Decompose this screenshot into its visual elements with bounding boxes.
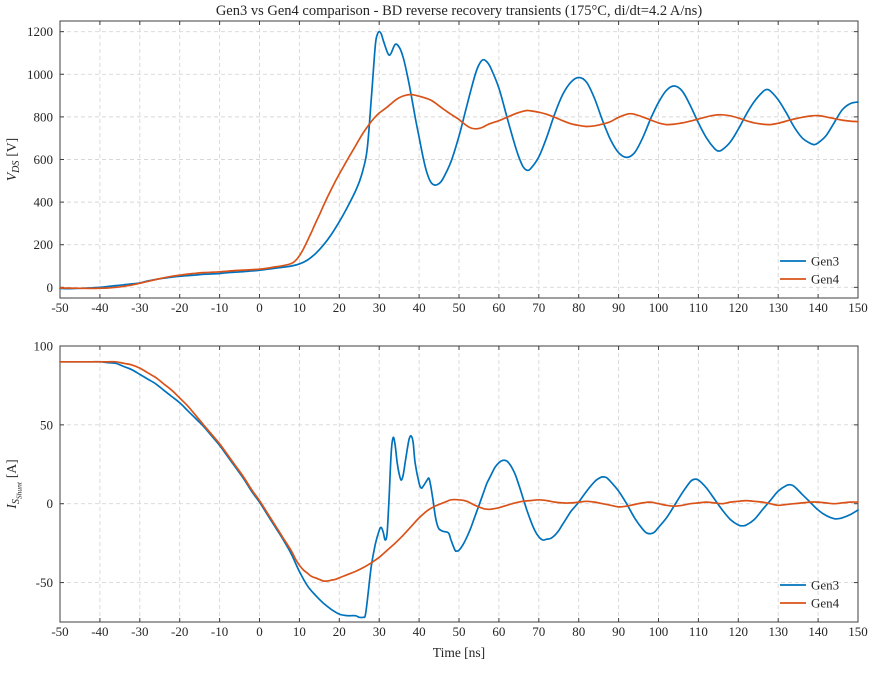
- y-tick-label: 1200: [27, 24, 53, 39]
- time-axis-label: Time [ns]: [433, 645, 485, 660]
- x-tick-label: 30: [373, 300, 386, 315]
- legend: Gen3 Gen4: [780, 578, 840, 611]
- y-tick-label: 100: [34, 339, 54, 354]
- y-tick-label: 200: [34, 237, 54, 252]
- x-tick-label: 110: [689, 624, 708, 639]
- legend-label-gen4: Gen4: [811, 596, 840, 611]
- vds-axis-label: VDS [V]: [4, 138, 22, 181]
- y-tick-label: -50: [36, 575, 53, 590]
- x-tick-label: 120: [729, 300, 749, 315]
- x-tick-label: 150: [848, 300, 868, 315]
- gen4-curve: [59, 360, 859, 583]
- x-tick-label: -20: [171, 300, 188, 315]
- x-tick-label: 10: [293, 300, 306, 315]
- x-tick-label: -50: [51, 624, 68, 639]
- x-tick-label: -30: [131, 624, 148, 639]
- x-tick-label: 0: [256, 624, 263, 639]
- x-tick-label: -30: [131, 300, 148, 315]
- x-tick-label: -10: [211, 300, 228, 315]
- x-tick-label: 50: [453, 624, 466, 639]
- x-tick-label: -10: [211, 624, 228, 639]
- vds-panel: -50 -40 -30 -20 -10 0 10 20 30 40 50 60 70 80 90 100 110…: [27, 20, 868, 315]
- x-tick-label: 100: [649, 300, 669, 315]
- ishunt-axis-label-sub: S: [11, 499, 22, 504]
- x-tick-label: 150: [848, 624, 868, 639]
- x-tick-label: 140: [808, 624, 828, 639]
- x-tick-label: 60: [492, 300, 505, 315]
- x-tick-label: 120: [729, 624, 749, 639]
- x-tick-label: 70: [532, 624, 545, 639]
- x-tick-label: 90: [612, 624, 625, 639]
- y-tick-label: 800: [34, 109, 54, 124]
- gen4-curve: [59, 93, 859, 290]
- x-tick-label: 40: [413, 300, 426, 315]
- y-tick-label: 400: [34, 195, 54, 210]
- x-tick-label: 0: [256, 300, 263, 315]
- x-tick-label: 70: [532, 300, 545, 315]
- y-tick-label: 0: [47, 496, 54, 511]
- x-tick-label: 80: [572, 300, 585, 315]
- x-tick-label: -20: [171, 624, 188, 639]
- x-tick-label: 130: [768, 624, 788, 639]
- x-tick-label: 100: [649, 624, 669, 639]
- x-tick-label: 20: [333, 624, 346, 639]
- y-tick-label: 0: [47, 280, 54, 295]
- y-tick-label: 600: [34, 152, 54, 167]
- x-tick-label: 140: [808, 300, 828, 315]
- x-tick-label: -40: [91, 300, 108, 315]
- x-tick-label: 30: [373, 624, 386, 639]
- x-tick-label: -50: [51, 300, 68, 315]
- x-tick-label: 40: [413, 624, 426, 639]
- vds-axis-label-var: V: [4, 171, 19, 181]
- legend-label-gen4: Gen4: [811, 272, 840, 287]
- legend: Gen3 Gen4: [780, 254, 840, 287]
- x-tick-label: 90: [612, 300, 625, 315]
- x-tick-label: -40: [91, 624, 108, 639]
- x-tick-label: 110: [689, 300, 708, 315]
- y-tick-label: 1000: [27, 67, 53, 82]
- x-tick-label: 20: [333, 300, 346, 315]
- ishunt-panel: -50 -40 -30 -20 -10 0 10 20 30 40 50 60 70 80 90 100 110…: [34, 339, 868, 640]
- ishunt-axis-label-unit: [A]: [4, 459, 19, 478]
- vds-axis-label-sub: DS: [11, 161, 22, 174]
- y-tick-label: 50: [40, 417, 53, 432]
- ishunt-axis-label-subsub: Shunt: [15, 481, 24, 499]
- ishunt-axis-label-var: I: [4, 503, 19, 510]
- vds-axis-label-unit: [V]: [4, 138, 19, 157]
- x-tick-label: 130: [768, 300, 788, 315]
- chart-title: Gen3 vs Gen4 comparison - BD reverse rec…: [216, 3, 703, 19]
- x-tick-label: 80: [572, 624, 585, 639]
- x-tick-label: 60: [492, 624, 505, 639]
- legend-label-gen3: Gen3: [811, 254, 839, 269]
- gen3-curve: [59, 30, 859, 290]
- ishunt-axis-label: ISShunt [A]: [4, 459, 24, 509]
- x-tick-label: 10: [293, 624, 306, 639]
- legend-label-gen3: Gen3: [811, 578, 839, 593]
- x-tick-label: 50: [453, 300, 466, 315]
